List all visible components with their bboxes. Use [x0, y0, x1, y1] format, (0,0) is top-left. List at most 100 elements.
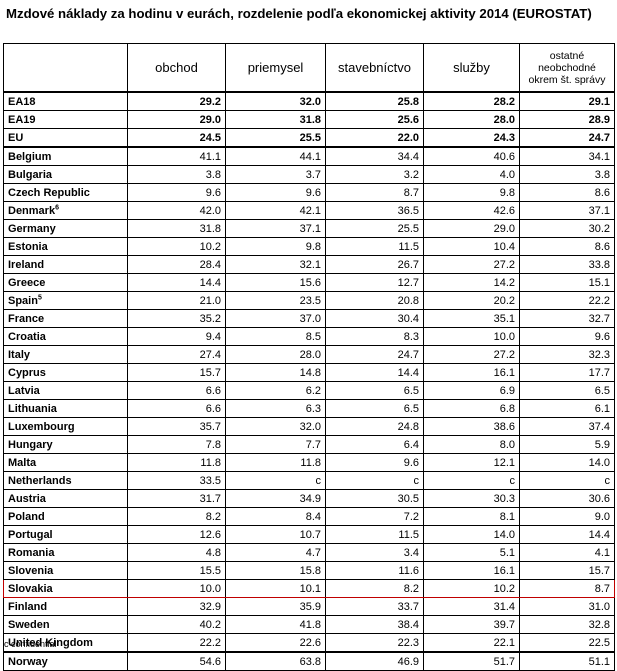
table-row: Italy 27.4 28.0 24.7 27.2 32.3: [3, 345, 615, 364]
value-cell: 8.2: [325, 579, 424, 598]
table-row: Spain5 21.0 23.5 20.8 20.2 22.2: [3, 291, 615, 310]
value-cell: 5.1: [423, 543, 520, 562]
header-stavebnictvo: stavebníctvo: [325, 43, 424, 93]
row-label: Cyprus: [3, 363, 128, 382]
row-label: Malta: [3, 453, 128, 472]
row-label: Sweden: [3, 615, 128, 634]
value-cell: 63.8: [225, 651, 326, 671]
value-cell: 3.2: [325, 165, 424, 184]
value-cell: 6.1: [519, 399, 615, 418]
value-cell: 6.8: [423, 399, 520, 418]
value-cell: 22.1: [423, 633, 520, 653]
value-cell: 10.1: [225, 579, 326, 598]
value-cell: 46.9: [325, 651, 424, 671]
table-row: Poland 8.2 8.4 7.2 8.1 9.0: [3, 507, 615, 526]
value-cell: 41.8: [225, 615, 326, 634]
value-cell: 8.1: [423, 507, 520, 526]
value-cell: 9.8: [225, 237, 326, 256]
value-cell: 14.0: [519, 453, 615, 472]
value-cell: 51.1: [519, 651, 615, 671]
table-row: Luxembourg 35.7 32.0 24.8 38.6 37.4: [3, 417, 615, 436]
value-cell: 24.8: [325, 417, 424, 436]
row-label: Netherlands: [3, 471, 128, 490]
header-priemysel: priemysel: [225, 43, 326, 93]
value-cell: 25.8: [325, 91, 424, 111]
value-cell: 42.6: [423, 201, 520, 220]
value-cell: 28.4: [127, 255, 226, 274]
table-row: Estonia 10.2 9.8 11.5 10.4 8.6: [3, 237, 615, 256]
table-row: EU 24.5 25.5 22.0 24.3 24.7: [3, 128, 615, 148]
value-cell: 37.4: [519, 417, 615, 436]
value-cell: 10.2: [423, 579, 520, 598]
value-cell: 38.4: [325, 615, 424, 634]
value-cell: 34.1: [519, 146, 615, 166]
value-cell: 8.3: [325, 327, 424, 346]
value-cell: 33.5: [127, 471, 226, 490]
value-cell: 31.0: [519, 597, 615, 616]
value-cell: 24.7: [325, 345, 424, 364]
value-cell: 8.2: [127, 507, 226, 526]
table-row: Romania 4.8 4.7 3.4 5.1 4.1: [3, 543, 615, 562]
footnote: c confidential: [4, 639, 57, 649]
value-cell: 44.1: [225, 146, 326, 166]
table-row: Norway 54.6 63.8 46.9 51.7 51.1: [3, 651, 615, 671]
value-cell: 32.3: [519, 345, 615, 364]
value-cell: 14.8: [225, 363, 326, 382]
row-label: Finland: [3, 597, 128, 616]
value-cell: 3.7: [225, 165, 326, 184]
table-row: Malta 11.8 11.8 9.6 12.1 14.0: [3, 453, 615, 472]
value-cell: 42.0: [127, 201, 226, 220]
value-cell: 51.7: [423, 651, 520, 671]
value-cell: 37.1: [225, 219, 326, 238]
value-cell: 28.2: [423, 91, 520, 111]
table-row: United Kingdom 22.2 22.6 22.3 22.1 22.5: [3, 633, 615, 653]
value-cell: 4.0: [423, 165, 520, 184]
value-cell: 27.2: [423, 255, 520, 274]
header-row: obchod priemysel stavebníctvo služby ost…: [3, 43, 615, 93]
row-label: Hungary: [3, 435, 128, 454]
value-cell: 28.9: [519, 110, 615, 129]
value-cell: 28.0: [423, 110, 520, 129]
value-cell: 29.1: [519, 91, 615, 111]
row-label: Spain5: [3, 291, 128, 310]
value-cell: 14.0: [423, 525, 520, 544]
value-cell: 6.4: [325, 435, 424, 454]
value-cell: 7.7: [225, 435, 326, 454]
value-cell: 22.2: [127, 633, 226, 653]
row-label: Belgium: [3, 146, 128, 166]
value-cell: 15.7: [127, 363, 226, 382]
value-cell: 11.8: [127, 453, 226, 472]
value-cell: 33.8: [519, 255, 615, 274]
value-cell: 9.4: [127, 327, 226, 346]
value-cell: 30.4: [325, 309, 424, 328]
value-cell: 8.6: [519, 183, 615, 202]
row-label: Lithuania: [3, 399, 128, 418]
table-row: Netherlands 33.5 c c c c: [3, 471, 615, 490]
value-cell: 8.7: [325, 183, 424, 202]
value-cell: 29.2: [127, 91, 226, 111]
value-cell: 17.7: [519, 363, 615, 382]
header-country: [3, 43, 128, 93]
value-cell: c: [225, 471, 326, 490]
row-label: Latvia: [3, 381, 128, 400]
table-row: Czech Republic 9.6 9.6 8.7 9.8 8.6: [3, 183, 615, 202]
value-cell: 8.6: [519, 237, 615, 256]
value-cell: 12.1: [423, 453, 520, 472]
value-cell: 4.1: [519, 543, 615, 562]
value-cell: 40.6: [423, 146, 520, 166]
footnote-marker: 6: [55, 203, 59, 211]
value-cell: 41.1: [127, 146, 226, 166]
value-cell: 6.5: [519, 381, 615, 400]
row-label: Croatia: [3, 327, 128, 346]
table-row: Austria 31.7 34.9 30.5 30.3 30.6: [3, 489, 615, 508]
value-cell: 8.0: [423, 435, 520, 454]
table-row: Latvia 6.6 6.2 6.5 6.9 6.5: [3, 381, 615, 400]
value-cell: 12.6: [127, 525, 226, 544]
value-cell: 15.1: [519, 273, 615, 292]
value-cell: 31.8: [225, 110, 326, 129]
value-cell: 25.5: [325, 219, 424, 238]
value-cell: 5.9: [519, 435, 615, 454]
row-label: Slovakia: [3, 579, 128, 598]
value-cell: 37.0: [225, 309, 326, 328]
value-cell: 30.3: [423, 489, 520, 508]
